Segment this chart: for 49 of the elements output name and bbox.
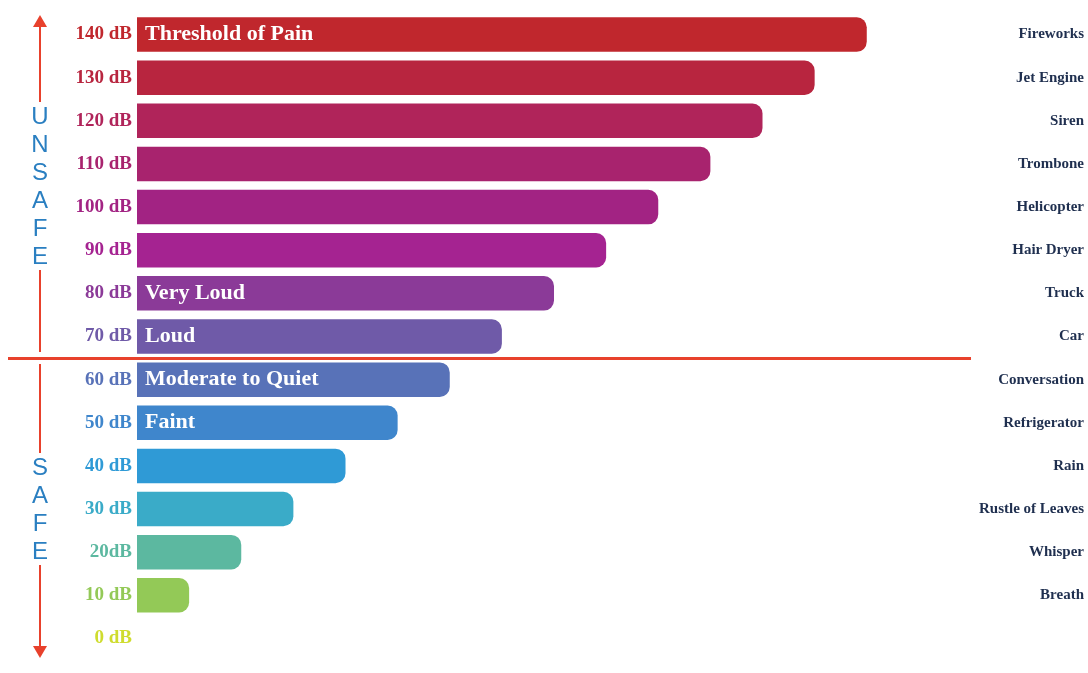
bar [137, 534, 242, 570]
y-tick-label: Trombone [1017, 154, 1085, 171]
y-tick-label: Refrigerator [1003, 413, 1085, 430]
y-tick-label: Jet Engine [1016, 68, 1085, 85]
annotation: Threshold of Pain [145, 20, 314, 46]
annotation: Faint [145, 408, 196, 434]
data-label: 90 dB [85, 238, 133, 260]
y-tick-label: Fireworks [1018, 25, 1085, 42]
y-tick-label: Truck [1045, 284, 1085, 301]
bar [137, 405, 398, 441]
y-tick-label: Car [1059, 327, 1085, 344]
bar [137, 276, 555, 311]
text: UNSAFE [28, 101, 52, 270]
data-label: 20dB [89, 540, 133, 562]
bar [137, 232, 607, 268]
y-tick-label: Conversation [998, 370, 1085, 387]
y-tick-label: Breath [1040, 586, 1085, 603]
bar [137, 491, 294, 527]
y-tick-label: Helicopter [1016, 197, 1085, 214]
annotation: Loud [145, 322, 196, 348]
data-label: 40 dB [85, 453, 133, 475]
bar [137, 60, 815, 95]
bar [137, 319, 502, 354]
bar [137, 17, 867, 52]
bar [137, 103, 763, 139]
text: SAFE [28, 453, 52, 566]
y-tick-label: Hair Dryer [1012, 241, 1085, 258]
y-tick-label: Whisper [1028, 543, 1085, 560]
data-label: 50 dB [85, 410, 133, 432]
data-label: 10 dB [85, 583, 133, 605]
data-label: 140 dB [75, 22, 133, 44]
data-label: 80 dB [85, 281, 133, 303]
data-label: 60 dB [85, 367, 133, 389]
annotation: Moderate to Quiet [145, 365, 320, 391]
bar [137, 146, 711, 182]
data-label: 110 dB [76, 151, 133, 173]
data-label: 130 dB [75, 65, 133, 87]
data-label: 0 dB [94, 626, 133, 648]
annotation: Very Loud [145, 279, 246, 305]
data-label: 30 dB [85, 496, 133, 518]
data-label: 70 dB [85, 324, 133, 346]
data-label: 100 dB [75, 195, 133, 217]
y-tick-label: Rain [1053, 456, 1085, 473]
data-label: 120 dB [75, 108, 133, 130]
y-tick-label: Rustle of Leaves [979, 499, 1085, 516]
bar [137, 189, 659, 225]
bar [137, 448, 346, 484]
bar [137, 578, 190, 613]
y-tick-label: Siren [1050, 111, 1085, 128]
